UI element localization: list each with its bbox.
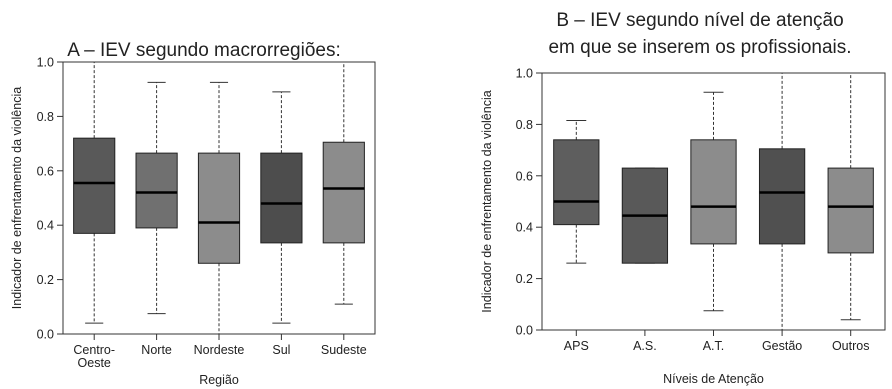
panel-b-x-tick-label: A.S.: [633, 339, 657, 353]
panel-b-y-tick-label: 0.6: [516, 169, 533, 183]
panel-b-box: [690, 139, 737, 245]
panel-a-box: [322, 141, 365, 244]
panel-b-title: B – IEV segundo nível de atenção: [556, 10, 843, 31]
panel-a-x-axis-label: Região: [199, 373, 239, 387]
panel-b-x-axis-label: Níveis de Atenção: [663, 372, 764, 386]
panel-b-y-axis-label: Indicador de enfrentamento da violência: [480, 90, 494, 312]
panel-b-x-tick-label: Gestão: [762, 339, 802, 353]
panel-a-y-tick-label: 0.4: [37, 219, 54, 233]
panel-a-y-axis-label: Indicador de enfrentamento da violência: [10, 87, 24, 309]
panel-a-x-tick-label: Sudeste: [321, 343, 367, 357]
panel-a-x-tick-label: Sul: [272, 343, 290, 357]
panel-b-y-tick-label: 0.8: [516, 118, 533, 132]
panel-a-box: [135, 152, 178, 229]
panel-b-y-tick-label: 1.0: [516, 67, 533, 81]
panel-b-x-tick-label: APS: [564, 339, 589, 353]
panel-b-y-tick-label: 0.0: [516, 324, 533, 338]
panel-a-x-tick-label: Oeste: [78, 356, 111, 370]
panel-a-y-tick-label: 0.2: [37, 273, 54, 287]
panel-a-y-tick-label: 0.8: [37, 110, 54, 124]
panel-b-x-tick-label: Outros: [832, 339, 870, 353]
panel-a-y-tick-label: 1.0: [37, 56, 54, 70]
panel-b-y-tick-label: 0.4: [516, 221, 533, 235]
panel-b-box: [827, 167, 874, 254]
panel-a-box: [197, 152, 241, 264]
panel-a-x-tick-label: Norte: [141, 343, 172, 357]
panel-a-y-tick-label: 0.0: [37, 328, 54, 342]
panel-b-box: [758, 148, 806, 245]
panel-b-box: [553, 139, 600, 226]
panel-a-title: A – IEV segundo macrorregiões:: [67, 40, 341, 61]
panel-b-x-tick-label: A.T.: [703, 339, 725, 353]
panel-a-box: [260, 152, 303, 244]
panel-b-title: em que se inserem os profissionais.: [548, 37, 851, 58]
panel-a-x-tick-label: Centro-: [73, 343, 115, 357]
panel-a-x-tick-label: Nordeste: [194, 343, 245, 357]
panel-b-y-tick-label: 0.2: [516, 272, 533, 286]
panel-a-y-tick-label: 0.6: [37, 164, 54, 178]
panel-a-box: [73, 137, 116, 234]
